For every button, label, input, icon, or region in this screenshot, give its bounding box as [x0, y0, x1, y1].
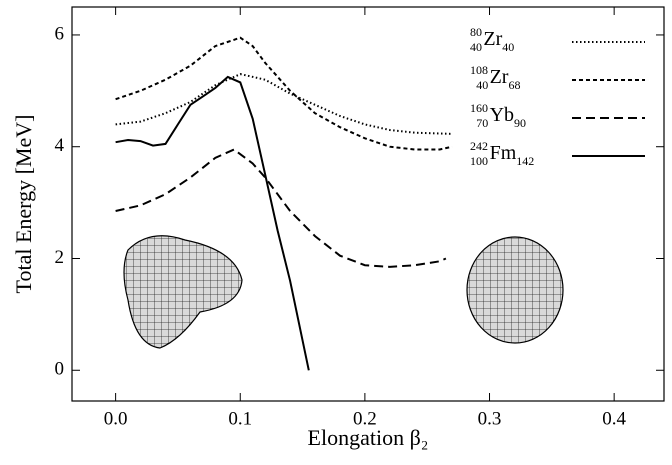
legend-entry: 242 100Fm142 — [470, 139, 645, 168]
legend-neutrons: 142 — [516, 154, 534, 168]
legend-element: Fm — [490, 142, 517, 164]
legend-label: 242 100Fm142 — [470, 139, 534, 168]
legend-neutrons: 90 — [514, 116, 526, 130]
legend-entry: 80 40Zr40 — [470, 25, 645, 54]
y-tick-label: 0 — [55, 359, 65, 380]
x-tick-label: 0.4 — [602, 408, 626, 429]
x-tick-label: 0.2 — [353, 408, 377, 429]
series-line — [115, 75, 310, 371]
y-tick-label: 4 — [55, 135, 65, 156]
legend-entry: 160 70Yb90 — [470, 101, 645, 130]
x-tick-label: 0.0 — [104, 408, 128, 429]
nucleus-shape-right — [466, 236, 564, 344]
series-line — [115, 73, 453, 135]
legend-label: 108 40Zr68 — [470, 63, 520, 92]
x-axis-label: Elongation β₂ — [308, 425, 429, 450]
plot-frame — [71, 6, 665, 402]
legend-element: Yb — [490, 104, 514, 126]
legend-mass: 80 — [470, 25, 482, 39]
x-tick-label: 0.1 — [228, 408, 252, 429]
legend-mass: 242 — [470, 139, 488, 153]
legend-label: 80 40Zr40 — [470, 25, 514, 54]
legend-mass: 160 — [470, 101, 488, 115]
series-line — [115, 148, 447, 268]
legend-element: Zr — [490, 66, 509, 88]
x-tick-label: 0.3 — [478, 408, 502, 429]
y-tick-label: 2 — [55, 247, 65, 268]
legend-element: Zr — [483, 28, 502, 50]
legend-label: 160 70Yb90 — [470, 101, 526, 130]
y-axis-label: Total Energy [MeV] — [11, 115, 36, 294]
legend-charge: 70 — [476, 116, 488, 130]
legend-charge: 40 — [470, 40, 482, 54]
legend-entry: 108 40Zr68 — [470, 63, 645, 92]
legend-neutrons: 40 — [502, 40, 514, 54]
series-line — [115, 36, 453, 151]
legend-neutrons: 68 — [508, 78, 520, 92]
legend-charge: 40 — [476, 78, 488, 92]
legend-charge: 100 — [470, 154, 488, 168]
y-tick-label: 6 — [55, 23, 65, 44]
legend-mass: 108 — [470, 63, 488, 77]
nucleus-shape-left — [123, 235, 243, 349]
